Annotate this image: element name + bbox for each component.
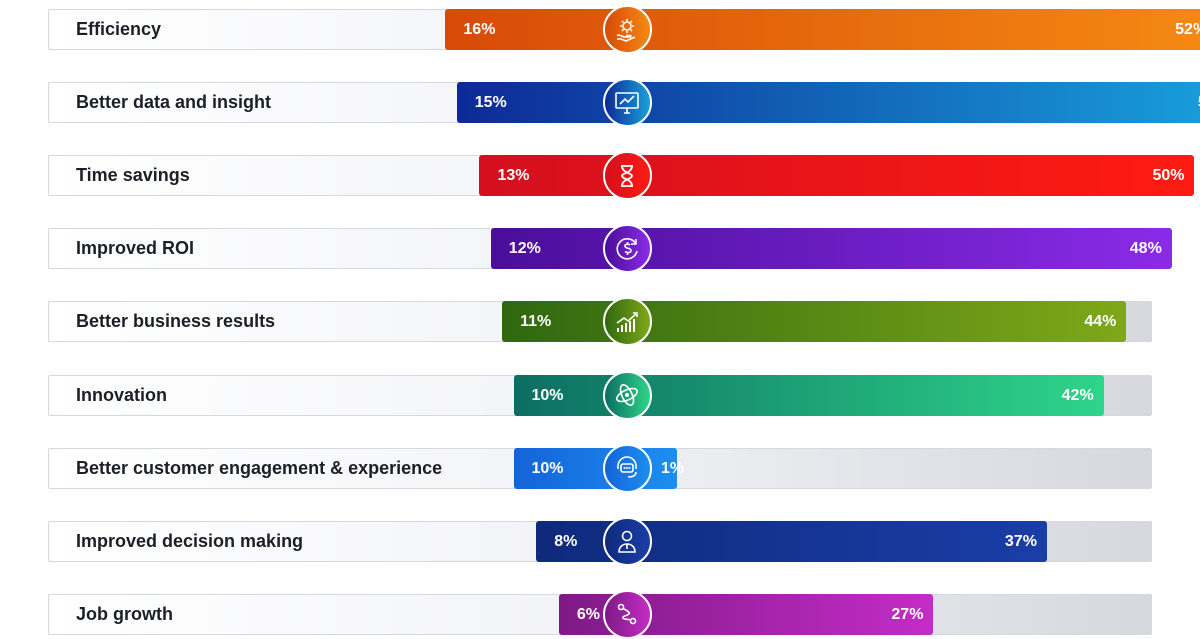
low-value-label: 10% bbox=[531, 386, 564, 404]
growth-chart-icon bbox=[602, 297, 652, 347]
low-value-label: 13% bbox=[497, 167, 530, 185]
chart-row: Improved ROI 12% 48% bbox=[48, 224, 1172, 274]
dollar-cycle-icon bbox=[602, 224, 652, 274]
person-icon bbox=[602, 516, 652, 566]
path-nodes-icon bbox=[602, 589, 652, 639]
chart-row: Better data and insight 15% 54% bbox=[48, 78, 1200, 128]
high-value-label: 48% bbox=[1129, 240, 1162, 258]
category-label: Time savings bbox=[76, 165, 190, 186]
bar: 15% 54% bbox=[456, 82, 1200, 124]
high-value-label: 42% bbox=[1061, 386, 1094, 404]
chart-row: Time savings 13% 50% bbox=[48, 151, 1195, 201]
category-label: Better data and insight bbox=[76, 92, 272, 113]
bar: 16% 52% bbox=[445, 9, 1200, 50]
high-value-label: 52% bbox=[1175, 21, 1200, 38]
headset-chat-icon bbox=[602, 443, 652, 493]
chart-row: Job growth 6% 27% bbox=[48, 589, 1152, 639]
monitor-chart-icon bbox=[602, 78, 652, 128]
category-label: Improved ROI bbox=[76, 238, 195, 259]
low-value-label: 12% bbox=[508, 240, 541, 258]
chart-row: Better business results 11% 44% bbox=[48, 297, 1152, 347]
low-value-label: 15% bbox=[474, 94, 507, 112]
low-value-label: 6% bbox=[576, 605, 601, 623]
bar: 11% 44% bbox=[502, 301, 1127, 343]
orbit-icon bbox=[602, 370, 652, 420]
bar: 12% 48% bbox=[490, 228, 1172, 270]
hourglass-icon bbox=[602, 151, 652, 201]
chart-row: Improved decision making 8% 37% bbox=[48, 516, 1152, 566]
category-label: Improved decision making bbox=[76, 530, 304, 551]
low-value-label: 16% bbox=[463, 21, 496, 38]
low-value-label: 11% bbox=[520, 313, 552, 331]
bar: 10% 1% bbox=[513, 447, 684, 489]
high-value-label: 37% bbox=[1004, 532, 1037, 550]
low-value-label: 8% bbox=[554, 532, 578, 550]
chart-row: Innovation 10% 42% bbox=[48, 370, 1152, 420]
gear-hand-icon bbox=[602, 5, 652, 54]
category-label: Efficiency bbox=[76, 19, 162, 39]
bar: 13% 50% bbox=[479, 155, 1195, 197]
high-value-label: 1% bbox=[661, 459, 685, 477]
low-value-label: 10% bbox=[531, 459, 564, 477]
high-value-label: 54% bbox=[1198, 82, 1200, 123]
category-label: Innovation bbox=[76, 384, 167, 405]
high-value-label: 44% bbox=[1084, 313, 1117, 331]
high-value-label: 27% bbox=[891, 605, 924, 623]
high-value-label: 50% bbox=[1152, 167, 1185, 185]
chart-row: Efficiency 16% 52% bbox=[48, 5, 1200, 54]
category-label: Better customer engagement & experience bbox=[76, 457, 443, 478]
category-label: Job growth bbox=[76, 603, 173, 624]
category-label: Better business results bbox=[76, 311, 276, 332]
chart-row: Better customer engagement & experience 1… bbox=[48, 443, 1152, 493]
